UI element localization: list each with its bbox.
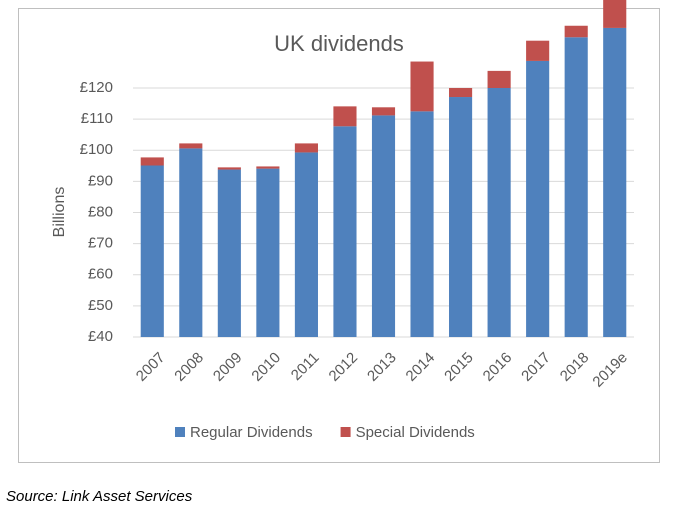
bar-segment [256, 166, 280, 169]
bar-segment [487, 70, 511, 88]
y-tick-label: £120 [80, 79, 113, 96]
bar-segment [179, 143, 203, 149]
bar-segment [256, 168, 280, 337]
bar-segment [371, 107, 396, 116]
y-tick-label: £60 [88, 266, 113, 283]
bar-segment [487, 88, 511, 337]
bar-segment [526, 40, 550, 61]
y-tick-label: £110 [81, 110, 113, 127]
bar-segment [333, 106, 357, 127]
bar-segment [371, 115, 396, 337]
bar-segment [410, 61, 434, 112]
y-tick-label: £100 [80, 141, 113, 158]
bar-segment [526, 60, 550, 337]
legend-label: Special Dividends [356, 424, 475, 441]
bar-segment [217, 167, 241, 170]
bar-segment [564, 25, 588, 38]
y-tick-label: £40 [88, 328, 113, 345]
source-note: Source: Link Asset Services [6, 488, 193, 505]
bar-segment [564, 37, 588, 338]
chart-title: UK dividends [274, 31, 404, 56]
y-tick-label: £70 [88, 235, 113, 252]
bar-segment [140, 165, 164, 337]
bar-segment [333, 126, 357, 337]
bar-segment [179, 148, 203, 337]
bar-segment [449, 88, 473, 98]
bar-segment [294, 143, 318, 153]
y-tick-label: £90 [88, 172, 113, 189]
legend-swatch [340, 427, 351, 437]
legend-label: Regular Dividends [190, 424, 313, 441]
bar-segment [410, 111, 434, 337]
bar-segment [449, 97, 473, 338]
bar-segment [603, 0, 627, 28]
legend-swatch [175, 427, 185, 437]
y-tick-label: £80 [88, 203, 113, 220]
bar-segment [217, 169, 241, 337]
bar-segment [294, 152, 318, 337]
y-tick-label: £50 [88, 297, 113, 314]
bar-segment [140, 157, 164, 166]
bar-segment [603, 27, 627, 338]
y-axis-label: Billions [51, 187, 68, 238]
